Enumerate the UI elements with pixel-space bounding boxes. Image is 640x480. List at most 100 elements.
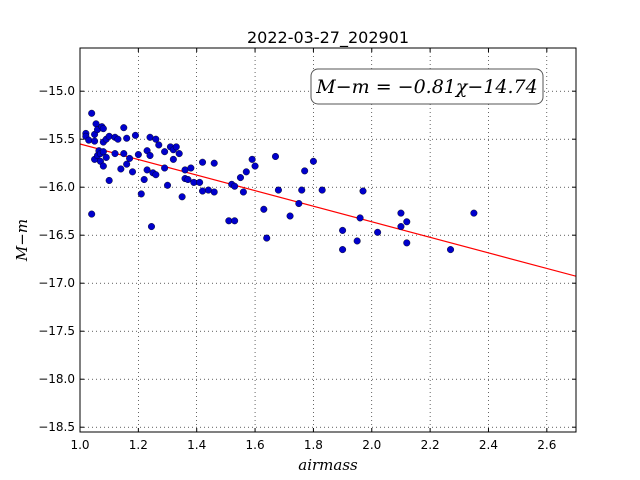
plot-area — [80, 48, 576, 432]
y-tick-label: −16.0 — [38, 180, 75, 194]
x-tick-label: 2.2 — [421, 438, 440, 452]
data-point — [102, 153, 110, 161]
y-tick-label: −15.0 — [38, 84, 75, 98]
fit-equation: M−m = −0.81χ−14.74 — [315, 76, 537, 98]
data-point — [178, 193, 186, 201]
data-point — [155, 141, 163, 149]
data-point — [146, 133, 154, 141]
data-point — [353, 237, 361, 245]
data-point — [447, 246, 455, 254]
data-point — [85, 136, 93, 144]
data-point — [359, 187, 367, 195]
data-point — [99, 125, 107, 133]
chart-title: 2022-03-27_202901 — [247, 28, 409, 48]
data-point — [120, 124, 128, 132]
data-point — [225, 217, 233, 225]
equation-box-frame — [310, 68, 544, 105]
plot-frame — [79, 47, 577, 433]
x-tick-label: 2.4 — [479, 438, 498, 452]
data-point — [91, 137, 99, 145]
data-point — [164, 181, 172, 189]
data-point — [140, 176, 148, 184]
data-point — [286, 212, 294, 220]
data-point — [231, 217, 239, 225]
data-point — [137, 190, 145, 198]
data-point — [190, 178, 198, 186]
data-point — [120, 150, 128, 158]
data-point — [114, 135, 122, 143]
data-point — [231, 182, 239, 190]
data-point — [88, 210, 96, 218]
data-point — [318, 186, 326, 194]
data-point — [199, 187, 207, 195]
x-tick-label: 2.6 — [537, 438, 556, 452]
data-point — [397, 209, 405, 217]
equation-box: M−m = −0.81χ−14.74 — [310, 68, 544, 105]
data-point — [403, 239, 411, 247]
axis-ticks — [79, 48, 576, 432]
data-point — [175, 150, 183, 158]
tick-labels: 1.0 1.2 1.4 1.6 1.8 2.0 2.2 2.4 2.6 −15.0 −15.5 −16… — [38, 84, 556, 452]
data-point — [152, 171, 160, 179]
x-axis-label: airmass — [298, 456, 358, 474]
data-point — [374, 228, 382, 236]
y-tick-label: −17.5 — [38, 324, 75, 338]
data-point — [169, 155, 177, 163]
data-points — [82, 109, 478, 254]
data-point — [117, 165, 125, 173]
data-point — [274, 186, 282, 194]
data-point — [88, 109, 96, 117]
data-point — [187, 164, 195, 172]
data-point — [92, 120, 100, 128]
data-point — [298, 186, 306, 194]
y-tick-label: −18.5 — [38, 420, 75, 434]
data-point — [403, 218, 411, 226]
x-tick-label: 1.6 — [246, 438, 265, 452]
data-point — [356, 214, 364, 222]
data-point — [152, 135, 160, 143]
data-point — [248, 155, 256, 163]
x-tick-label: 1.8 — [304, 438, 323, 452]
data-point — [263, 234, 271, 242]
data-point — [339, 246, 347, 254]
data-point — [129, 168, 137, 176]
data-point — [181, 166, 189, 174]
data-point — [339, 226, 347, 234]
data-point — [251, 162, 259, 170]
data-point — [260, 205, 268, 213]
data-point — [204, 186, 212, 194]
x-tick-label: 1.2 — [129, 438, 148, 452]
data-point — [199, 158, 207, 166]
data-point — [210, 188, 218, 196]
data-point — [301, 167, 309, 175]
data-point — [184, 176, 192, 184]
data-point — [239, 188, 247, 196]
data-point — [123, 160, 131, 168]
data-point — [236, 174, 244, 182]
data-point — [210, 159, 218, 167]
data-point — [196, 178, 204, 186]
x-tick-label: 2.0 — [362, 438, 381, 452]
data-point — [271, 152, 279, 160]
grid — [79, 48, 576, 432]
x-tick-label: 1.0 — [70, 438, 89, 452]
data-point — [126, 154, 134, 162]
y-tick-label: −16.5 — [38, 228, 75, 242]
data-point — [111, 150, 119, 158]
data-point — [242, 168, 250, 176]
data-point — [105, 132, 113, 140]
data-point — [161, 164, 169, 172]
y-tick-label: −15.5 — [38, 132, 75, 146]
data-point — [146, 152, 154, 160]
data-point — [123, 134, 131, 142]
data-point — [295, 200, 303, 208]
data-point — [105, 176, 113, 184]
data-point — [99, 148, 107, 156]
data-point — [397, 223, 405, 231]
y-tick-label: −17.0 — [38, 276, 75, 290]
y-axis-label: M−m — [13, 219, 31, 262]
x-tick-label: 1.4 — [187, 438, 206, 452]
data-point — [147, 223, 155, 231]
data-point — [131, 131, 139, 139]
